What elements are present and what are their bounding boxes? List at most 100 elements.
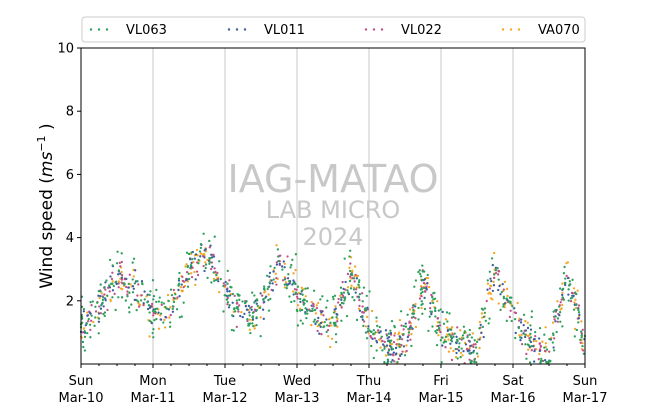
point-VL063: [311, 309, 314, 313]
point-VA070: [471, 332, 474, 335]
point-VA070: [468, 346, 471, 349]
point-VL063: [329, 321, 332, 324]
point-VL011: [395, 346, 398, 350]
point-VA070: [157, 327, 161, 330]
point-VL011: [379, 330, 382, 333]
point-VL022: [295, 288, 298, 291]
point-VL063: [530, 310, 534, 313]
point-VL011: [131, 285, 135, 288]
point-VL063: [148, 311, 151, 314]
point-VL063: [553, 349, 556, 352]
point-VL063: [390, 339, 393, 342]
point-VL063: [334, 333, 338, 336]
point-VA070: [447, 350, 451, 353]
point-VL063: [148, 293, 151, 296]
point-VL022: [438, 324, 442, 327]
point-VA070: [532, 339, 535, 343]
point-VA070: [436, 321, 439, 324]
point-VL063: [348, 255, 351, 258]
point-VL063: [315, 320, 318, 324]
point-VL063: [204, 266, 207, 270]
point-VL011: [423, 278, 427, 281]
point-VL011: [325, 318, 328, 321]
point-VL022: [514, 311, 518, 315]
point-VL063: [169, 288, 173, 291]
point-VL022: [195, 270, 199, 273]
point-VL011: [254, 299, 257, 303]
point-VL063: [348, 269, 352, 273]
point-VL011: [244, 305, 247, 308]
point-VL022: [210, 267, 213, 271]
point-VL063: [568, 280, 571, 283]
point-VL063: [287, 273, 290, 276]
point-VL063: [262, 298, 265, 301]
point-VL011: [115, 282, 118, 286]
point-VL063: [175, 308, 179, 311]
point-VL063: [343, 257, 346, 260]
point-VL011: [468, 340, 471, 343]
point-VL063: [365, 294, 368, 298]
point-VL022: [361, 311, 364, 314]
point-VL011: [437, 324, 440, 328]
point-VL011: [231, 301, 234, 304]
point-VL063: [419, 272, 422, 276]
point-VL063: [444, 335, 448, 338]
point-VL011: [97, 312, 101, 315]
point-VA070: [397, 333, 400, 336]
point-VL022: [246, 319, 249, 323]
point-VL022: [539, 345, 542, 348]
point-VL022: [397, 357, 400, 361]
point-VL011: [299, 292, 302, 296]
x-axis: Sun Mar-10 Mon Mar-11 Tue Mar-12 Wed Mar-13 Thu M…: [59, 364, 607, 406]
point-VL022: [581, 328, 584, 331]
point-VL063: [226, 282, 229, 285]
point-VA070: [538, 352, 541, 356]
point-VL022: [553, 337, 556, 340]
point-VL063: [438, 321, 441, 324]
watermark-line-1: IAG-MATAO: [227, 157, 438, 201]
point-VL063: [363, 308, 367, 312]
point-VL063: [558, 287, 562, 290]
point-VL063: [305, 316, 308, 320]
point-VA070: [330, 324, 333, 327]
point-VL011: [455, 351, 458, 355]
point-VL063: [364, 331, 368, 334]
point-VL063: [387, 349, 391, 352]
point-VA070: [566, 261, 570, 264]
point-VL063: [283, 278, 286, 281]
point-VL063: [117, 269, 121, 272]
point-VL063: [264, 296, 267, 299]
point-VL063: [226, 269, 229, 273]
point-VL063: [293, 299, 296, 303]
point-VL063: [406, 313, 409, 316]
point-VL063: [152, 295, 156, 298]
point-VL063: [251, 322, 254, 325]
point-VL011: [203, 249, 206, 252]
point-VL063: [529, 332, 532, 335]
point-VL063: [158, 296, 161, 299]
point-VL022: [140, 294, 143, 297]
point-VA070: [378, 338, 381, 341]
point-VA070: [274, 272, 277, 275]
point-VL022: [424, 290, 427, 293]
point-VL011: [501, 282, 504, 286]
point-VL022: [233, 294, 236, 297]
watermark-line-3: 2024: [302, 223, 363, 251]
point-VA070: [263, 291, 266, 294]
point-VL063: [334, 340, 338, 344]
point-VL063: [252, 324, 255, 328]
point-VL063: [318, 323, 321, 326]
point-VL022: [222, 282, 225, 285]
point-VA070: [181, 290, 184, 293]
point-VL022: [391, 353, 394, 356]
point-VL011: [389, 353, 392, 356]
point-VL063: [421, 290, 424, 294]
point-VA070: [487, 292, 490, 295]
point-VL022: [518, 319, 521, 322]
point-VL063: [372, 328, 375, 332]
point-VL011: [171, 310, 175, 313]
point-VL022: [525, 352, 528, 356]
point-VA070: [314, 312, 318, 315]
point-VL022: [407, 334, 410, 337]
legend-marker-VL011: [243, 28, 247, 31]
